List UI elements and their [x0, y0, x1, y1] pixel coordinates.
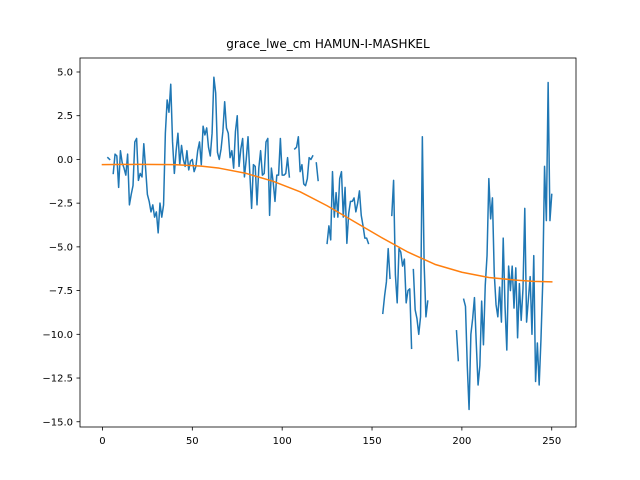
axes-layer: 0 50 100 150 200 250 5.0 2.5 0.0 −2.5 −5.0 −7.5 −10.…	[42, 57, 577, 447]
series-1-line-segment	[381, 247, 391, 315]
series-1-line-segment	[293, 135, 314, 187]
x-tick-label: 150	[362, 436, 381, 447]
y-tick-label: 0.0	[57, 155, 73, 166]
y-tick-label: 5.0	[57, 67, 73, 78]
series-1-line-segment	[462, 81, 553, 411]
y-tick-label: −2.5	[49, 199, 73, 210]
series-1-line-segment	[112, 76, 291, 234]
series-2-trend-line	[101, 163, 553, 283]
x-tick-label: 250	[542, 436, 561, 447]
series-1-line-segment	[106, 156, 111, 161]
y-tick-label: −10.0	[42, 330, 73, 341]
series-1-line-segment	[455, 330, 460, 362]
y-tick-label: −5.0	[49, 242, 73, 253]
x-tick-label: 0	[99, 436, 105, 447]
y-tick-label: −12.5	[42, 374, 73, 385]
series-1-line-segment	[412, 135, 429, 336]
y-tick-label: −15.0	[42, 417, 73, 428]
y-tick-label: −7.5	[49, 286, 73, 297]
series-1-line-segment	[326, 170, 370, 245]
x-tick-label: 50	[186, 436, 199, 447]
plot-frame	[79, 57, 577, 428]
series-1-line-segment	[315, 162, 319, 182]
x-tick-label: 100	[273, 436, 292, 447]
series-layer	[101, 76, 553, 411]
chart-title: grace_lwe_cm HAMUN-I-MASHKEL	[226, 37, 430, 51]
y-tick-label: 2.5	[57, 111, 73, 122]
series-1-line-segment	[391, 179, 413, 350]
x-tick-label: 200	[452, 436, 471, 447]
